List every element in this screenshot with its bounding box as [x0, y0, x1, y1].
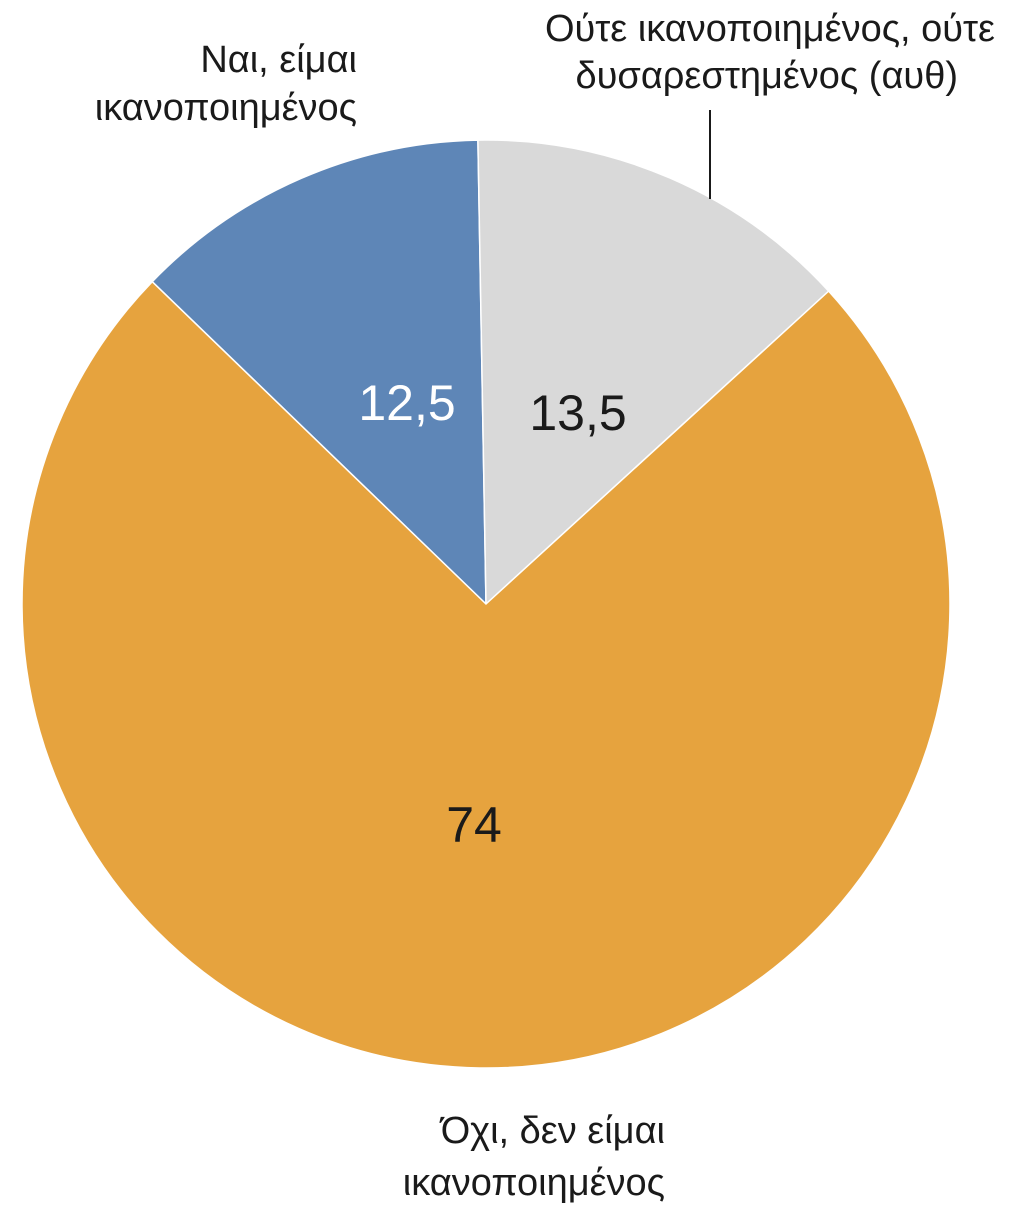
slice-value-label-yes: 12,5 [358, 375, 455, 431]
category-label-no-line2: ικανοποιημένος [403, 1162, 665, 1204]
pie-slice-neutral [477, 139, 830, 606]
pie-slices [21, 139, 951, 1069]
slice-value-label-neutral: 13,5 [529, 385, 626, 441]
category-label-yes-line1: Ναι, είμαι [200, 39, 357, 81]
pie-slice-yes [151, 139, 487, 606]
category-label-neutral-line2: δυσαρεστημένος (αυθ) [575, 55, 958, 97]
slice-value-label-no: 74 [446, 797, 502, 853]
category-label-yes-line2: ικανοποιημένος [95, 87, 357, 129]
category-label-no-line1: Όχι, δεν είμαι [439, 1110, 665, 1152]
pie-slice-no [21, 280, 951, 1069]
category-label-neutral-line1: Ούτε ικανοποιημένος, ούτε [545, 8, 995, 50]
